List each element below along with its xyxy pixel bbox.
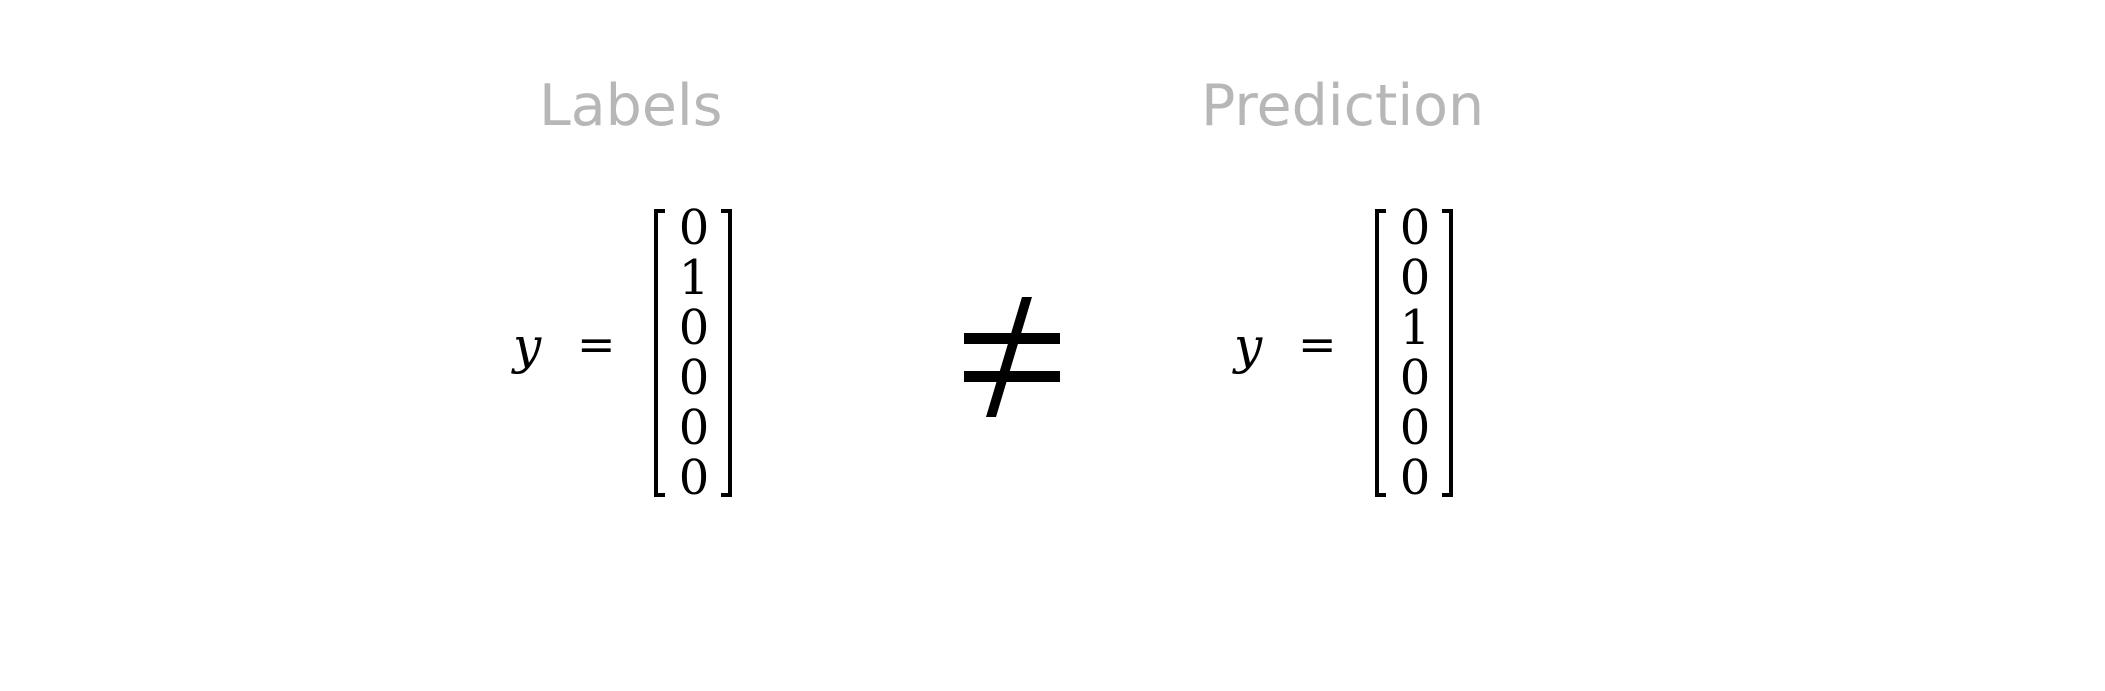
prediction-vector-entry: 0 [1399,450,1431,506]
labels-equals-sign: = [577,317,616,371]
labels-left-bracket [654,209,665,497]
prediction-vector-entry: 0 [1399,400,1431,456]
not-equal-icon [964,297,1060,417]
labels-vector-entry: 0 [678,400,710,456]
prediction-vector: 0 0 1 0 0 0 [1390,203,1440,503]
prediction-variable: y [1234,317,1263,375]
labels-vector-entry: 1 [678,250,710,306]
prediction-vector-entry: 1 [1399,300,1431,356]
prediction-vector-entry: 0 [1399,200,1431,256]
prediction-equals-sign: = [1298,317,1337,371]
prediction-left-bracket [1375,209,1386,497]
labels-vector-entry: 0 [678,350,710,406]
labels-vector: 0 1 0 0 0 0 [669,203,719,503]
prediction-vector-entry: 0 [1399,250,1431,306]
labels-right-bracket [721,209,732,497]
labels-vector-entry: 0 [678,300,710,356]
labels-vector-entry: 0 [678,450,710,506]
labels-variable: y [513,317,542,375]
labels-heading: Labels [539,73,723,139]
labels-equation: y = 0 1 0 0 0 0 [513,203,753,503]
prediction-equation: y = 0 0 1 0 0 0 [1234,203,1474,503]
prediction-heading: Prediction [1201,73,1485,139]
prediction-right-bracket [1442,209,1453,497]
prediction-vector-entry: 0 [1399,350,1431,406]
labels-vector-entry: 0 [678,200,710,256]
